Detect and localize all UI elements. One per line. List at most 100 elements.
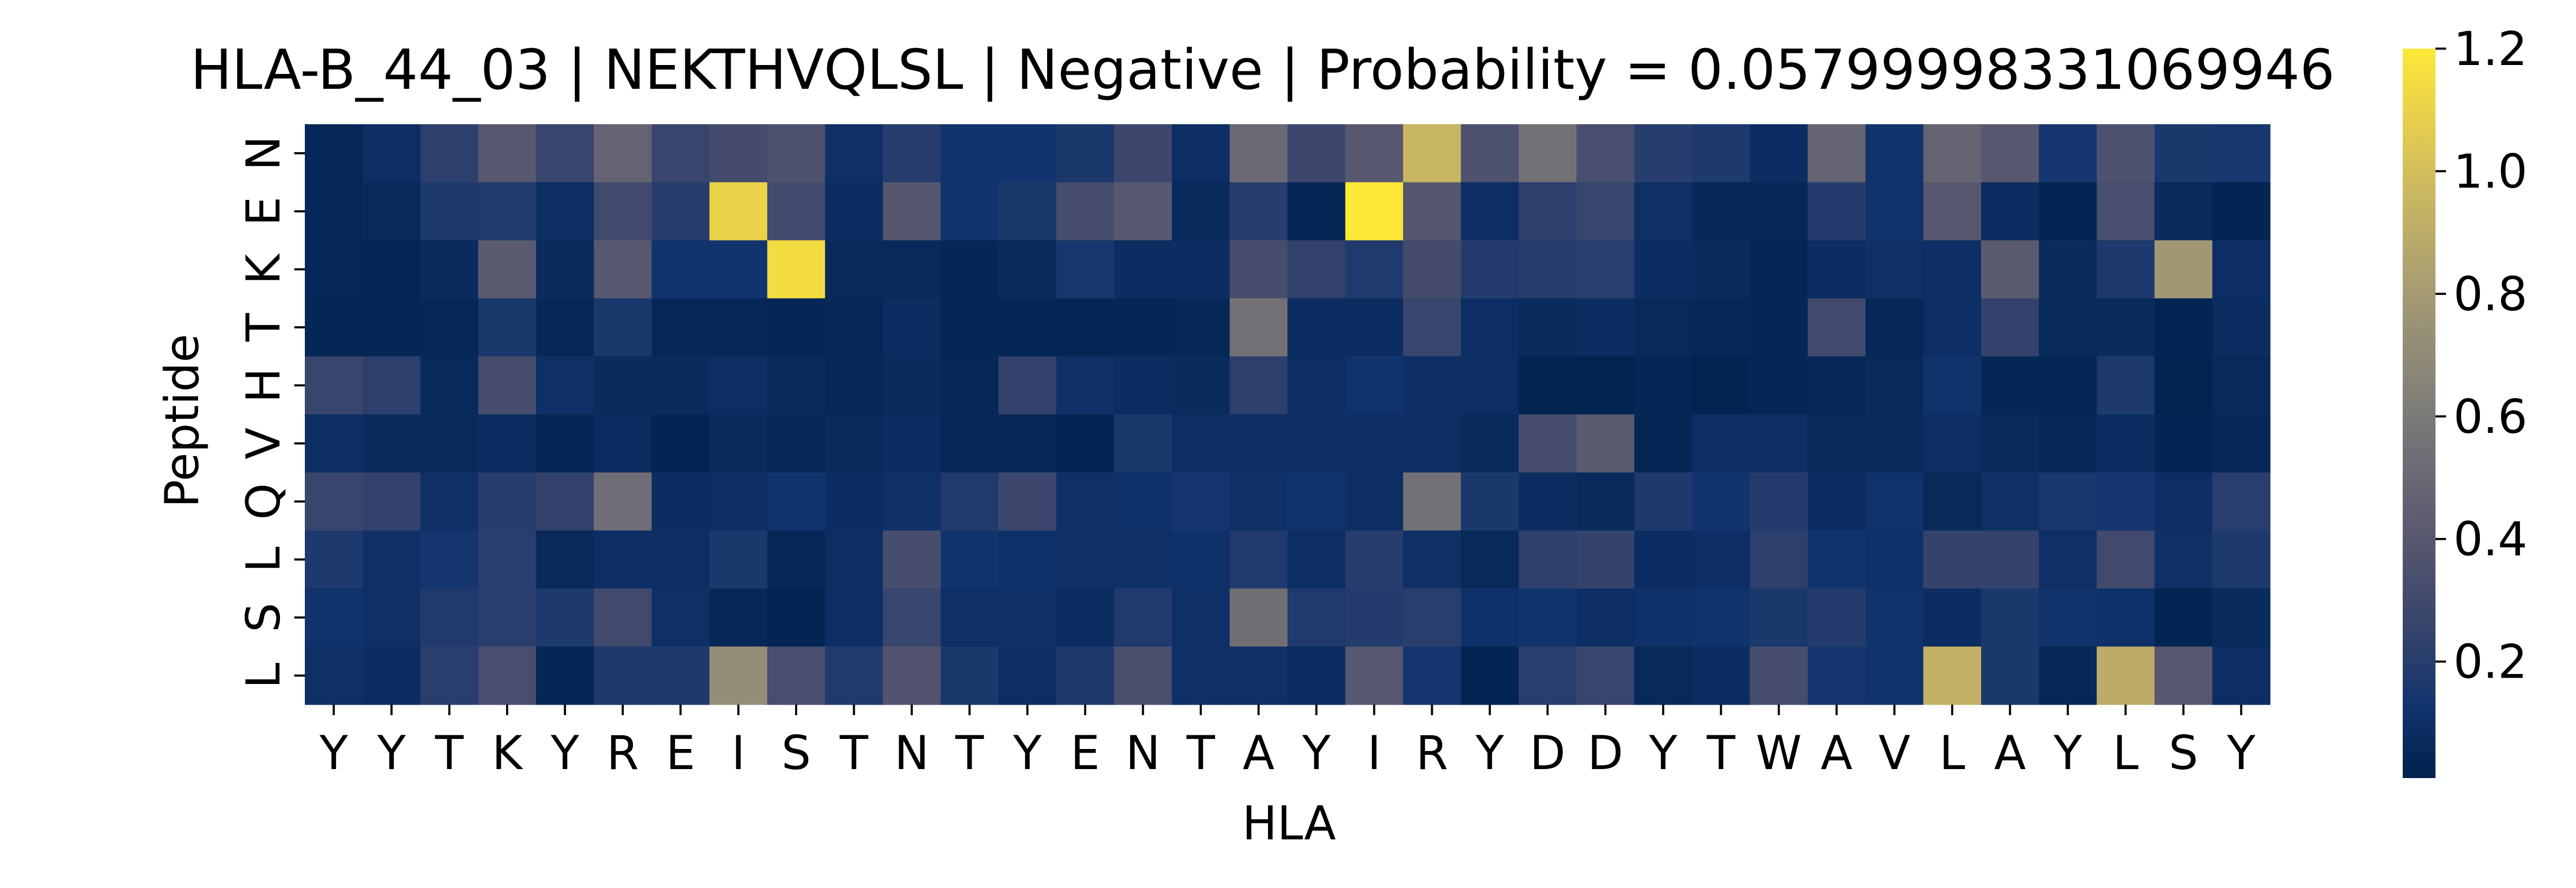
heatmap-cell <box>2039 240 2097 299</box>
heatmap-cell <box>998 124 1057 183</box>
heatmap-cells <box>305 124 2271 705</box>
heatmap-cell <box>1750 356 1808 415</box>
heatmap-cell <box>767 124 826 183</box>
heatmap-cell <box>998 182 1057 241</box>
heatmap-cell <box>1287 588 1346 647</box>
x-tick-label: E <box>1070 726 1100 780</box>
heatmap-cell <box>883 240 941 299</box>
heatmap-cell <box>1692 240 1750 299</box>
heatmap-cell <box>940 414 999 473</box>
heatmap-cell <box>1923 298 1982 357</box>
heatmap-cell <box>1981 530 2039 589</box>
heatmap-cell <box>767 240 826 299</box>
heatmap-cell <box>2096 298 2155 357</box>
heatmap-cell <box>1518 588 1577 647</box>
heatmap-cell <box>1692 182 1750 241</box>
heatmap-cell <box>478 646 537 705</box>
x-tick-label: D <box>1529 726 1565 780</box>
heatmap-cell <box>478 414 537 473</box>
heatmap-cell <box>1114 182 1172 241</box>
heatmap-cell <box>1172 588 1230 647</box>
heatmap-cell <box>420 124 479 183</box>
heatmap-cell <box>1692 588 1750 647</box>
heatmap-cell <box>1229 588 1288 647</box>
heatmap-cell <box>1345 588 1404 647</box>
heatmap-cell <box>420 298 479 357</box>
heatmap-cell <box>478 356 537 415</box>
heatmap-cell <box>1229 530 1288 589</box>
heatmap-cell <box>1229 472 1288 531</box>
heatmap-cell <box>1114 356 1172 415</box>
heatmap-cell <box>1229 124 1288 183</box>
heatmap-cell <box>420 356 479 415</box>
heatmap-cell <box>1345 414 1404 473</box>
heatmap-cell <box>940 240 999 299</box>
heatmap-cell <box>536 182 594 241</box>
heatmap-cell <box>2212 124 2271 183</box>
heatmap-cell <box>1981 356 2039 415</box>
heatmap-cell <box>305 530 363 589</box>
heatmap-cell <box>1461 646 1519 705</box>
heatmap-cell <box>709 414 768 473</box>
heatmap-cell <box>1923 530 1982 589</box>
heatmap-cell <box>998 240 1057 299</box>
heatmap-cell <box>1403 124 1461 183</box>
heatmap-cell <box>362 414 421 473</box>
heatmap-cell <box>1229 356 1288 415</box>
heatmap-cell <box>1750 182 1808 241</box>
heatmap-cell <box>1692 646 1750 705</box>
heatmap-cell <box>940 646 999 705</box>
heatmap-cell <box>2039 646 2097 705</box>
heatmap-cell <box>1981 472 2039 531</box>
heatmap-cell <box>2154 124 2213 183</box>
x-tick-label: Y <box>1475 726 1504 780</box>
heatmap-cell <box>1172 530 1230 589</box>
heatmap-cell <box>536 124 594 183</box>
heatmap-cell <box>305 472 363 531</box>
heatmap-cell <box>998 414 1057 473</box>
heatmap-cell <box>1576 124 1635 183</box>
heatmap-cell <box>1807 298 1866 357</box>
x-tick-label: N <box>894 726 929 780</box>
heatmap-cell <box>1576 356 1635 415</box>
x-tick-label: Y <box>1302 726 1331 780</box>
heatmap-cell <box>1172 298 1230 357</box>
heatmap-cell <box>1576 414 1635 473</box>
heatmap-cell <box>1634 472 1693 531</box>
heatmap-cell <box>1576 240 1635 299</box>
heatmap-cell <box>651 240 710 299</box>
heatmap-cell <box>1923 646 1982 705</box>
heatmap-cell <box>651 646 710 705</box>
heatmap-cell <box>1981 240 2039 299</box>
heatmap-cell <box>883 472 941 531</box>
heatmap-cell <box>1461 182 1519 241</box>
heatmap-cell <box>1461 124 1519 183</box>
heatmap-cell <box>2039 472 2097 531</box>
heatmap-cell <box>420 414 479 473</box>
heatmap-cell <box>1461 356 1519 415</box>
heatmap-cell <box>1576 182 1635 241</box>
colorbar-ticks: 0.2 0.4 0.6 0.8 1.0 1.2 <box>2435 22 2527 689</box>
heatmap-cell <box>2096 414 2155 473</box>
heatmap-cell <box>1807 240 1866 299</box>
heatmap-cell <box>1345 472 1404 531</box>
colorbar-tick-label: 0.2 <box>2453 635 2527 689</box>
heatmap-cell <box>1114 298 1172 357</box>
heatmap-cell <box>1750 414 1808 473</box>
x-tick-label: Y <box>377 726 406 780</box>
heatmap-cell <box>709 298 768 357</box>
heatmap-cell <box>305 356 363 415</box>
heatmap-cell <box>825 530 883 589</box>
x-tick-label: N <box>1126 726 1161 780</box>
heatmap-cell <box>940 124 999 183</box>
colorbar-tick-label: 0.6 <box>2453 390 2527 444</box>
heatmap-cell <box>1865 182 1924 241</box>
heatmap-cell <box>1461 530 1519 589</box>
x-axis-label: HLA <box>1242 796 1336 850</box>
x-tick-label: I <box>1367 726 1381 780</box>
y-tick-label: H <box>236 368 291 403</box>
heatmap-cell <box>1865 298 1924 357</box>
heatmap-cell <box>2096 240 2155 299</box>
